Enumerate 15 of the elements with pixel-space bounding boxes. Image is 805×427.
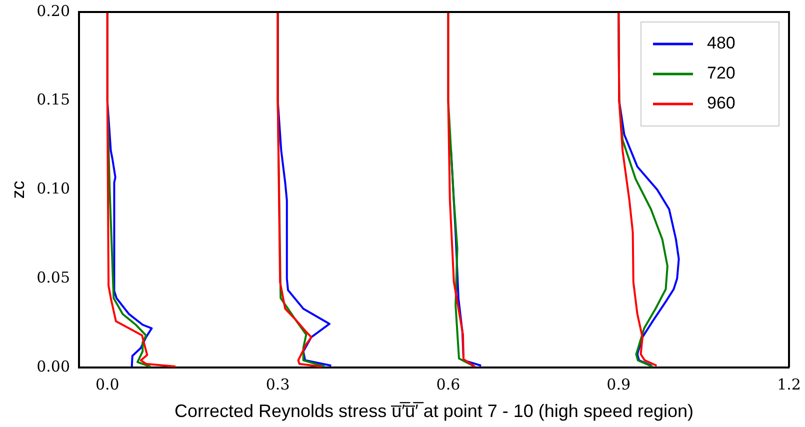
x-tick-label: 0.3 (266, 375, 290, 394)
x-tick-label: 0.9 (606, 375, 631, 394)
x-tick-label: 0.6 (436, 375, 460, 394)
y-tick-label: 0.05 (36, 268, 70, 286)
y-tick-label: 0.10 (36, 180, 70, 198)
x-tick-label: 0.0 (95, 375, 120, 394)
x-tick-label: 1.2 (777, 375, 801, 394)
legend-label: 960 (707, 94, 736, 113)
y-tick-label: 0.15 (36, 90, 70, 109)
legend-label: 720 (707, 64, 736, 83)
y-tick-label: 0.20 (36, 2, 70, 20)
y-axis-title: zc (8, 180, 28, 199)
y-tick-label: 0.00 (36, 357, 70, 376)
legend-label: 480 (707, 34, 736, 53)
x-axis-title: Corrected Reynolds stress u̅′̅u̅′̅ at point 7 - 10 (high speed region) (174, 401, 694, 422)
